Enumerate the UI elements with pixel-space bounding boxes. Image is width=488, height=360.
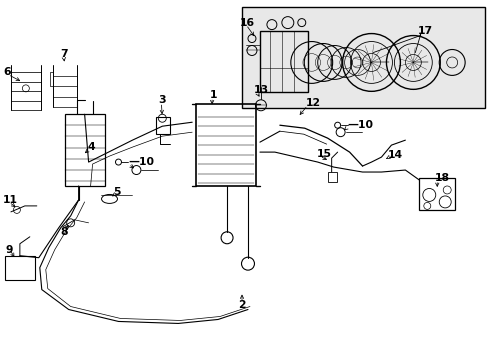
Text: 14: 14: [386, 150, 402, 160]
Text: 12: 12: [305, 98, 320, 108]
Bar: [196, 104, 255, 186]
Text: 3: 3: [158, 95, 165, 105]
Bar: [5, 256, 35, 280]
FancyBboxPatch shape: [242, 7, 484, 108]
Text: 9: 9: [6, 245, 13, 255]
Bar: [260, 31, 307, 92]
Text: 8: 8: [61, 227, 68, 237]
Text: 2: 2: [238, 300, 245, 310]
Text: 16: 16: [240, 18, 255, 28]
Bar: [327, 172, 336, 182]
Bar: [156, 117, 170, 134]
Text: 5: 5: [113, 187, 121, 197]
Bar: [64, 114, 104, 186]
Text: 7: 7: [61, 49, 68, 59]
Text: 11: 11: [3, 195, 18, 205]
Bar: [419, 178, 454, 210]
Text: 1: 1: [210, 90, 217, 100]
Text: 13: 13: [253, 85, 268, 95]
Text: —10: —10: [128, 157, 154, 167]
Text: 18: 18: [434, 173, 449, 183]
Text: 15: 15: [316, 149, 331, 159]
Text: —10: —10: [347, 120, 373, 130]
Text: 17: 17: [416, 26, 431, 36]
Text: 4: 4: [87, 142, 95, 152]
Text: 6: 6: [3, 67, 11, 77]
